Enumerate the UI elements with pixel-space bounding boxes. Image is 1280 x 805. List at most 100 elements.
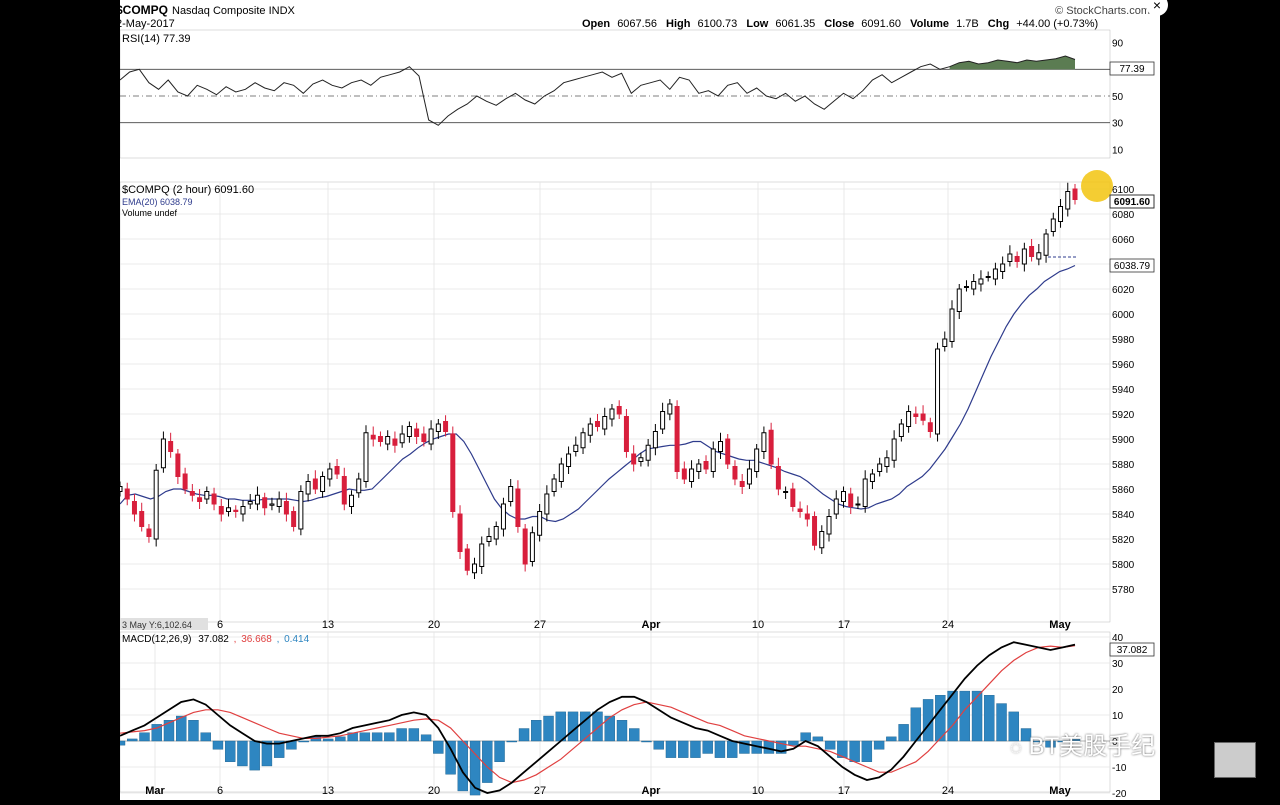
- candle: [370, 426, 376, 447]
- macd-tick-label: -20: [1112, 789, 1127, 800]
- macd-hist-bar: [139, 732, 150, 742]
- candle-body: [645, 444, 651, 461]
- rsi-panel: RSI(14) 77.39 9070503010 77.39: [119, 29, 1155, 159]
- candle-body: [631, 453, 637, 465]
- macd-date-label: May: [1049, 785, 1071, 797]
- candle: [182, 467, 188, 494]
- candle: [826, 509, 832, 542]
- chg-label: Chg: [988, 18, 1009, 30]
- candle-body: [1043, 233, 1049, 256]
- candle: [1050, 212, 1056, 237]
- macd-hist-bar: [971, 690, 983, 742]
- candle-body: [298, 491, 304, 530]
- header: $COMPQ Nasdaq Composite INDX 2-May-2017 …: [116, 3, 1150, 30]
- close-icon[interactable]: ×: [1146, 0, 1168, 16]
- macd-hist-bar: [433, 740, 444, 754]
- candle: [291, 506, 297, 532]
- candle: [168, 432, 174, 458]
- price-date-label: Apr: [642, 619, 662, 631]
- candle-body: [898, 423, 904, 437]
- candle: [377, 431, 383, 447]
- macd-date-label: 20: [428, 785, 440, 797]
- candle-body: [1007, 253, 1013, 262]
- macd-hist-bar: [849, 740, 860, 762]
- macd-hist-bar: [665, 740, 677, 758]
- candle: [341, 467, 347, 511]
- candle: [971, 274, 977, 296]
- candle: [327, 462, 333, 487]
- candle-body: [551, 478, 557, 492]
- chart-canvas[interactable]: $COMPQ Nasdaq Composite INDX 2-May-2017 …: [114, 0, 1160, 800]
- candle-body: [377, 436, 383, 442]
- candle: [1000, 256, 1006, 279]
- macd-tick-label: 10: [1112, 711, 1124, 722]
- candle: [414, 422, 420, 444]
- candle-body: [334, 466, 340, 475]
- candle-body: [435, 423, 441, 432]
- candle: [761, 426, 767, 459]
- candle: [754, 444, 760, 478]
- candle-body: [1000, 263, 1006, 272]
- candle: [262, 492, 268, 516]
- candle-body: [992, 268, 998, 280]
- rsi-tick-label: 90: [1112, 39, 1124, 50]
- macd-legend: MACD(12,26,9) 37.082 , 36.668 , 0.414: [122, 634, 310, 645]
- macd-date-label: Apr: [642, 785, 662, 797]
- candle-body: [819, 531, 825, 549]
- macd-hist-bar: [959, 690, 971, 742]
- candle: [862, 470, 868, 513]
- candle-body: [573, 444, 579, 452]
- candle: [421, 426, 427, 447]
- candle: [1029, 239, 1035, 262]
- candle-body: [399, 433, 405, 444]
- candle: [992, 262, 998, 286]
- candle-body: [479, 543, 485, 567]
- macd-tick-label: 40: [1112, 633, 1124, 644]
- svg-text:6038.79: 6038.79: [1114, 261, 1151, 272]
- macd-hist-bar: [739, 740, 750, 754]
- candle-body: [392, 438, 398, 446]
- macd-hist-bar: [384, 732, 395, 742]
- macd-panel: 40 30 20 10 0 -10 -20 MACD(12,26,9) 37.082 , 3…: [114, 631, 1155, 800]
- macd-hist-bar: [261, 740, 273, 767]
- macd-hist-bar: [996, 703, 1007, 742]
- candle: [696, 459, 702, 479]
- candle: [783, 486, 789, 499]
- candle-body: [312, 478, 318, 490]
- candle-body: [768, 429, 774, 465]
- candle-body: [182, 473, 188, 490]
- candle: [840, 486, 846, 508]
- macd-hist-bar: [188, 720, 199, 742]
- macd-hist-bar: [1045, 740, 1056, 748]
- candle-body: [443, 421, 449, 432]
- candle: [197, 489, 203, 509]
- candle-body: [493, 526, 499, 540]
- price-tick-label: 5960: [1112, 360, 1135, 371]
- candle: [204, 486, 210, 504]
- candle: [804, 505, 810, 527]
- candle-body: [1058, 206, 1064, 222]
- candle-body: [160, 438, 166, 469]
- candlesticks: [117, 182, 1078, 579]
- candle-body: [971, 281, 977, 290]
- candle: [139, 502, 145, 532]
- candle: [247, 494, 253, 509]
- candle-body: [320, 476, 326, 492]
- ema-badge: 6038.79: [1109, 258, 1155, 273]
- candle-body: [963, 286, 969, 288]
- watermark: ◌ BT美股手纪: [1010, 726, 1155, 761]
- candle-body: [775, 466, 781, 490]
- candle-body: [283, 501, 289, 515]
- candle-body: [833, 498, 839, 515]
- candle: [450, 426, 456, 518]
- candle: [1014, 251, 1020, 268]
- macd-hist-bar: [567, 711, 579, 742]
- candle: [631, 445, 637, 472]
- price-date-label: May: [1049, 619, 1071, 631]
- candle: [522, 524, 528, 572]
- candle: [595, 414, 600, 432]
- macd-hist-bar: [702, 740, 713, 754]
- macd-hist-bar: [469, 740, 481, 796]
- candle-body: [927, 422, 933, 432]
- candle: [689, 460, 695, 488]
